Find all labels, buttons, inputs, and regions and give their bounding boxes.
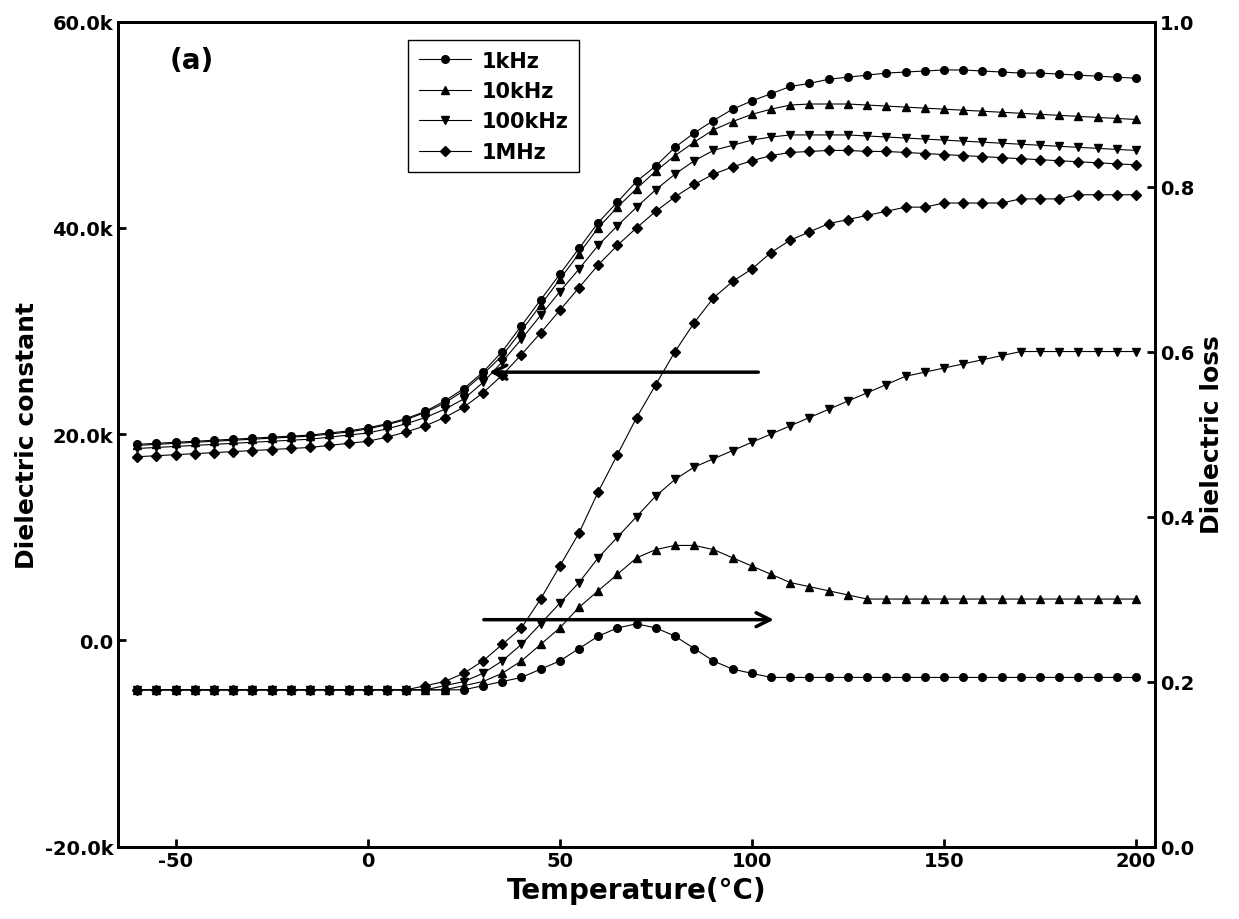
Line: 10kHz: 10kHz [134, 101, 1140, 449]
10kHz [1129, 115, 1144, 126]
Line: 1kHz: 1kHz [134, 67, 1140, 448]
1MHz [399, 427, 414, 438]
1kHz [1129, 74, 1144, 85]
100kHz [917, 134, 932, 145]
1MHz [1129, 160, 1144, 171]
Text: (a): (a) [170, 47, 214, 75]
Legend: 1kHz, 10kHz, 100kHz, 1MHz: 1kHz, 10kHz, 100kHz, 1MHz [409, 41, 579, 173]
1MHz [725, 163, 740, 174]
1MHz [130, 452, 145, 463]
100kHz [399, 419, 414, 430]
10kHz [130, 440, 145, 451]
100kHz [706, 146, 721, 157]
100kHz [783, 130, 798, 142]
10kHz [399, 414, 414, 425]
1MHz [821, 146, 836, 157]
10kHz [802, 99, 817, 110]
1kHz [898, 67, 913, 78]
1kHz [1032, 69, 1047, 80]
1kHz [399, 414, 414, 425]
10kHz [1032, 109, 1047, 120]
1MHz [1032, 155, 1047, 166]
100kHz [725, 141, 740, 152]
Y-axis label: Dielectric loss: Dielectric loss [1201, 335, 1224, 534]
1kHz [725, 105, 740, 116]
1kHz [937, 65, 952, 76]
1kHz [130, 439, 145, 450]
1MHz [917, 149, 932, 160]
Y-axis label: Dielectric constant: Dielectric constant [15, 301, 38, 568]
100kHz [1129, 146, 1144, 157]
1MHz [706, 169, 721, 180]
100kHz [1032, 141, 1047, 152]
1kHz [706, 116, 721, 127]
10kHz [706, 125, 721, 136]
1kHz [763, 89, 778, 100]
X-axis label: Temperature(°C): Temperature(°C) [507, 876, 767, 904]
100kHz [130, 444, 145, 455]
10kHz [917, 104, 932, 115]
Line: 1MHz: 1MHz [134, 147, 1140, 461]
Line: 100kHz: 100kHz [134, 132, 1140, 453]
10kHz [763, 105, 778, 116]
1MHz [763, 151, 778, 162]
10kHz [725, 117, 740, 128]
100kHz [763, 132, 778, 143]
